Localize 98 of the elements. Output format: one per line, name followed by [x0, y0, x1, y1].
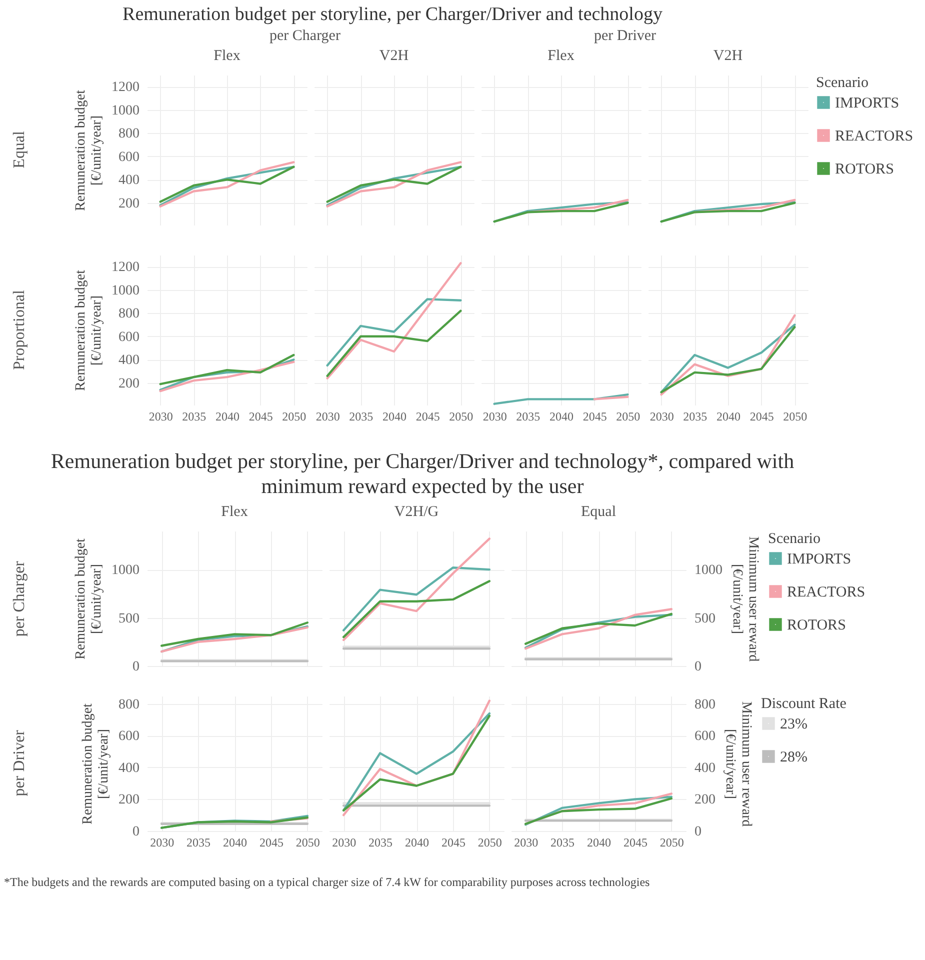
y-tick-label: 0	[132, 824, 140, 840]
x-tick-label: 2050	[783, 410, 808, 424]
x-tick-label: 2050	[282, 410, 306, 424]
x-tick-label: 2035	[550, 836, 575, 850]
y2-tick-label: 800	[694, 697, 716, 712]
y-tick-label: 600	[118, 729, 140, 744]
x-tick-label: 2040	[382, 410, 406, 424]
y2-tick-label: 400	[694, 760, 716, 776]
y-tick-label: 200	[118, 196, 140, 212]
chart-title: Flex	[214, 48, 241, 64]
chart-title: Equal	[581, 504, 616, 520]
y2-tick-label: 0	[694, 660, 702, 674]
x-tick-label: 2045	[248, 410, 273, 424]
y-axis-title: Remuneration budget [€/unit/year]	[80, 703, 112, 824]
y-tick-label: 800	[118, 126, 140, 142]
y-tick-label: 1200	[112, 80, 140, 96]
x-tick-label: 2035	[349, 410, 374, 424]
text: Proportional	[11, 290, 29, 370]
y2-axis-title: Minimum user reward [€/unit/year]	[722, 701, 754, 827]
x-tick-label: 2045	[750, 410, 774, 424]
legend-label: ROTORS	[787, 618, 846, 634]
x-tick-label: 2030	[650, 410, 674, 424]
x-tick-label: 2030	[332, 836, 356, 850]
y-tick-label: 1000	[112, 563, 140, 578]
y-tick-label: 500	[118, 611, 140, 626]
y-tick-label: 1000	[112, 283, 140, 298]
legend-label: 23%	[780, 716, 808, 732]
x-tick-label: 2035	[186, 836, 211, 850]
x-tick-label: 2050	[478, 836, 502, 850]
text: Remuneration budget per storyline, per Charger/Driver and technology	[122, 3, 664, 27]
legend-title: Scenario	[768, 531, 820, 547]
x-tick-label: 2030	[148, 410, 173, 424]
x-tick-label: 2035	[368, 836, 393, 850]
line-series	[159, 354, 295, 386]
text: Equal	[11, 131, 29, 169]
y2-tick-label: 0	[694, 824, 702, 840]
x-tick-label: 2045	[582, 410, 607, 424]
legend-label: IMPORTS	[787, 552, 852, 568]
x-tick-label: 2040	[223, 836, 247, 850]
x-tick-label: 2045	[623, 836, 648, 850]
x-tick-label: 2050	[616, 410, 640, 424]
text: per Driver	[592, 28, 658, 45]
line-series	[160, 622, 309, 647]
legend-label: 28%	[780, 750, 808, 766]
y-tick-label: 400	[118, 760, 140, 776]
legend-title: Discount Rate	[761, 696, 847, 712]
x-tick-label: 2040	[716, 410, 740, 424]
x-tick-label: 2040	[550, 410, 574, 424]
text: *The budgets and the rewards are computed basing on a typical charger size of 7.4 kW for comparability purposes across technologies	[3, 874, 651, 890]
legend-label: ROTORS	[835, 162, 894, 178]
x-tick-label: 2030	[316, 410, 340, 424]
y-tick-label: 600	[118, 150, 140, 165]
chart-title: V2H	[713, 48, 743, 64]
y-axis-title: Remuneration budget [€/unit/year]	[74, 90, 104, 211]
x-tick-label: 2030	[482, 410, 507, 424]
y-tick-label: 600	[118, 330, 140, 345]
y-tick-label: 400	[118, 173, 140, 188]
chart-title: Flex	[548, 48, 575, 64]
text: per Charger	[11, 560, 29, 636]
x-tick-label: 2040	[587, 836, 611, 850]
text: Remuneration budget per storyline, per Charger/Driver and technology*, compared with minimum reward expected by the user	[50, 448, 796, 500]
legend-label: IMPORTS	[835, 96, 900, 112]
y2-tick-label: 1000	[694, 563, 722, 578]
x-tick-label: 2035	[683, 410, 708, 424]
y-tick-label: 200	[118, 376, 140, 392]
x-tick-label: 2040	[405, 836, 429, 850]
y2-tick-label: 500	[694, 611, 716, 626]
y-tick-label: 1200	[112, 260, 140, 276]
text: per Charger	[268, 28, 342, 45]
legend-label: REACTORS	[787, 584, 866, 600]
x-tick-label: 2030	[150, 836, 174, 850]
y-tick-label: 800	[118, 306, 140, 322]
y-tick-label: 800	[118, 697, 140, 712]
y2-axis-title: Minimum user reward [€/unit/year]	[730, 536, 760, 662]
chart-title: Flex	[221, 504, 248, 520]
y2-tick-label: 200	[694, 792, 716, 808]
y-axis-title: Remuneration budget [€/unit/year]	[74, 270, 104, 391]
y-tick-label: 200	[118, 792, 140, 808]
x-tick-label: 2050	[296, 836, 320, 850]
x-tick-label: 2030	[514, 836, 538, 850]
y-tick-label: 0	[132, 660, 140, 674]
x-tick-label: 2040	[216, 410, 240, 424]
x-tick-label: 2035	[516, 410, 540, 424]
y-tick-label: 400	[118, 353, 140, 368]
legend-label: REACTORS	[835, 128, 914, 144]
y2-tick-label: 600	[694, 729, 716, 744]
x-tick-label: 2045	[416, 410, 440, 424]
x-tick-label: 2045	[259, 836, 284, 850]
x-tick-label: 2050	[449, 410, 474, 424]
x-tick-label: 2050	[660, 836, 684, 850]
text: per Driver	[11, 730, 29, 797]
chart-title: V2H/G	[394, 504, 439, 520]
legend-title: Scenario	[816, 75, 868, 91]
y-axis-title: Remuneration budget [€/unit/year]	[74, 538, 104, 660]
x-tick-label: 2045	[441, 836, 466, 850]
chart-title: V2H	[379, 48, 409, 64]
x-tick-label: 2035	[182, 410, 206, 424]
y-tick-label: 1000	[112, 103, 140, 118]
